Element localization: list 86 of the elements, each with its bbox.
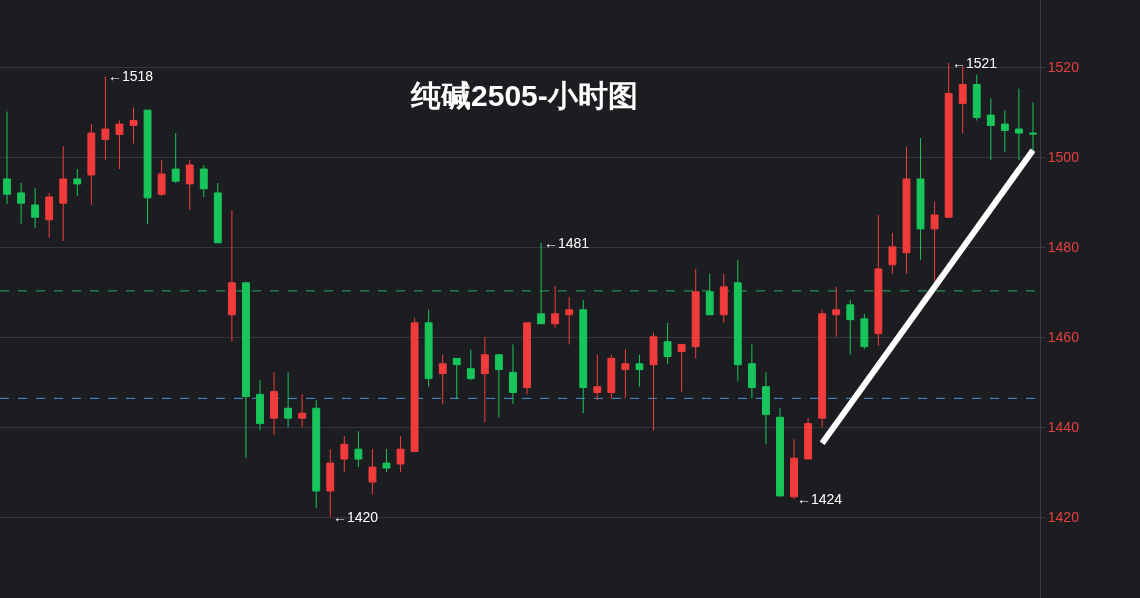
candlestick: [326, 448, 335, 518]
candlestick: [213, 182, 222, 244]
candlestick: [368, 448, 377, 495]
candlestick: [537, 242, 546, 325]
candlestick: [790, 438, 798, 500]
candlestick: [607, 354, 616, 399]
candlestick: [185, 159, 194, 211]
candlestick: [143, 109, 152, 225]
candlestick: [1000, 109, 1009, 153]
y-tick-label: 1440: [1047, 419, 1080, 436]
candlestick: [115, 120, 124, 170]
candlestick: [312, 399, 321, 509]
candlestick: [452, 357, 461, 399]
candlestick: [832, 286, 841, 338]
annotation: ←1424: [797, 491, 843, 507]
candlestick: [59, 145, 68, 242]
candlestick: [101, 75, 110, 161]
candlestick: [157, 159, 166, 197]
annotation: ←1521: [952, 55, 998, 71]
candlestick: [227, 209, 236, 343]
candlestick: [354, 430, 363, 468]
candlestick: [480, 336, 489, 423]
candlestick: [705, 273, 714, 316]
candlestick: [733, 259, 742, 382]
candlestick: [382, 448, 391, 473]
candlestick: [551, 285, 560, 329]
candlestick: [396, 435, 405, 473]
candlestick: [494, 354, 503, 418]
candlestick: [45, 192, 54, 239]
candlestick: [804, 417, 813, 460]
candlestick: [691, 268, 700, 359]
candlestick: [972, 74, 981, 121]
candlestick: [593, 354, 602, 401]
candlestick: [87, 123, 96, 206]
candlestick: [199, 164, 208, 198]
y-tick-label: 1500: [1047, 149, 1080, 166]
candlestick: [31, 187, 40, 229]
candlestick: [649, 332, 658, 431]
candlestick: [340, 435, 349, 473]
candlestick: [719, 273, 728, 324]
candlestick: [256, 379, 264, 431]
candlestick: [846, 299, 855, 356]
candlestick: [17, 182, 26, 225]
candlestick: [916, 137, 925, 261]
y-tick-label: 1420: [1047, 508, 1080, 525]
candlestick: [298, 393, 307, 428]
candlestick: [410, 317, 419, 452]
candlestick: [171, 132, 180, 184]
y-tick-label: 1460: [1047, 329, 1080, 346]
y-tick-label: 1520: [1047, 59, 1080, 76]
candlestick: [888, 232, 897, 275]
annotation: ←1420: [333, 509, 379, 525]
candlestick: [874, 214, 883, 347]
candlestick: [1014, 88, 1023, 161]
candlestick: [284, 371, 293, 428]
candlestick: [958, 66, 967, 134]
candlestick: [747, 343, 756, 399]
candlestick: [677, 343, 686, 393]
candlestick: [509, 343, 517, 405]
candlestick: [270, 371, 278, 436]
candlestick: [565, 296, 574, 345]
candlestick: [635, 354, 644, 388]
annotation: ←1518: [108, 68, 154, 84]
candlestick: [818, 309, 827, 428]
candlestick: [424, 309, 433, 388]
candlestick: [860, 313, 869, 350]
candlestick: [930, 201, 939, 282]
candlestick: [466, 348, 475, 381]
candlestick: [902, 146, 911, 275]
candlestick: [579, 299, 588, 414]
candlestick: [129, 106, 138, 144]
y-tick-label: 1480: [1047, 239, 1080, 256]
text: 纯碱2505-小时图: [410, 79, 638, 113]
candlestick: [242, 282, 250, 459]
candlestick: [986, 97, 995, 161]
candlestick: [3, 111, 11, 205]
annotation: ←1481: [544, 235, 590, 251]
candlestick: [438, 354, 447, 405]
candlestick: [663, 322, 672, 365]
candlestick: [73, 168, 82, 197]
candlestick: [523, 322, 531, 395]
candlestick: [1029, 102, 1037, 152]
candlestick: [776, 407, 784, 497]
candlestick: [762, 371, 770, 445]
candlestick: [621, 348, 630, 399]
candlestick: [944, 62, 953, 218]
